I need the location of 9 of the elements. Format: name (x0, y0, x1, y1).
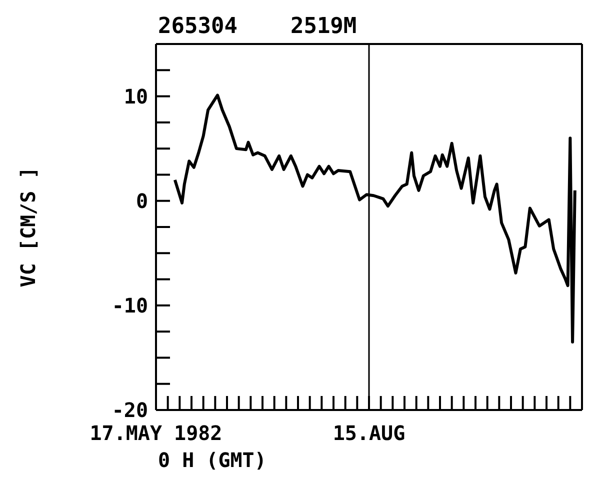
x-tick-label: 15.AUG (332, 421, 406, 446)
y-tick-label: -10 (112, 294, 148, 318)
x-tick-label: 17.MAY 1982 (90, 421, 222, 446)
x-axis-title: 0 H (GMT) (158, 448, 266, 472)
y-axis-title: VC [CM/S ] (16, 166, 40, 288)
chart-title: 265304 2519M (158, 14, 357, 39)
y-tick-label: 10 (124, 84, 148, 108)
y-tick-label: -20 (112, 398, 148, 422)
y-tick-label: 0 (136, 188, 148, 213)
